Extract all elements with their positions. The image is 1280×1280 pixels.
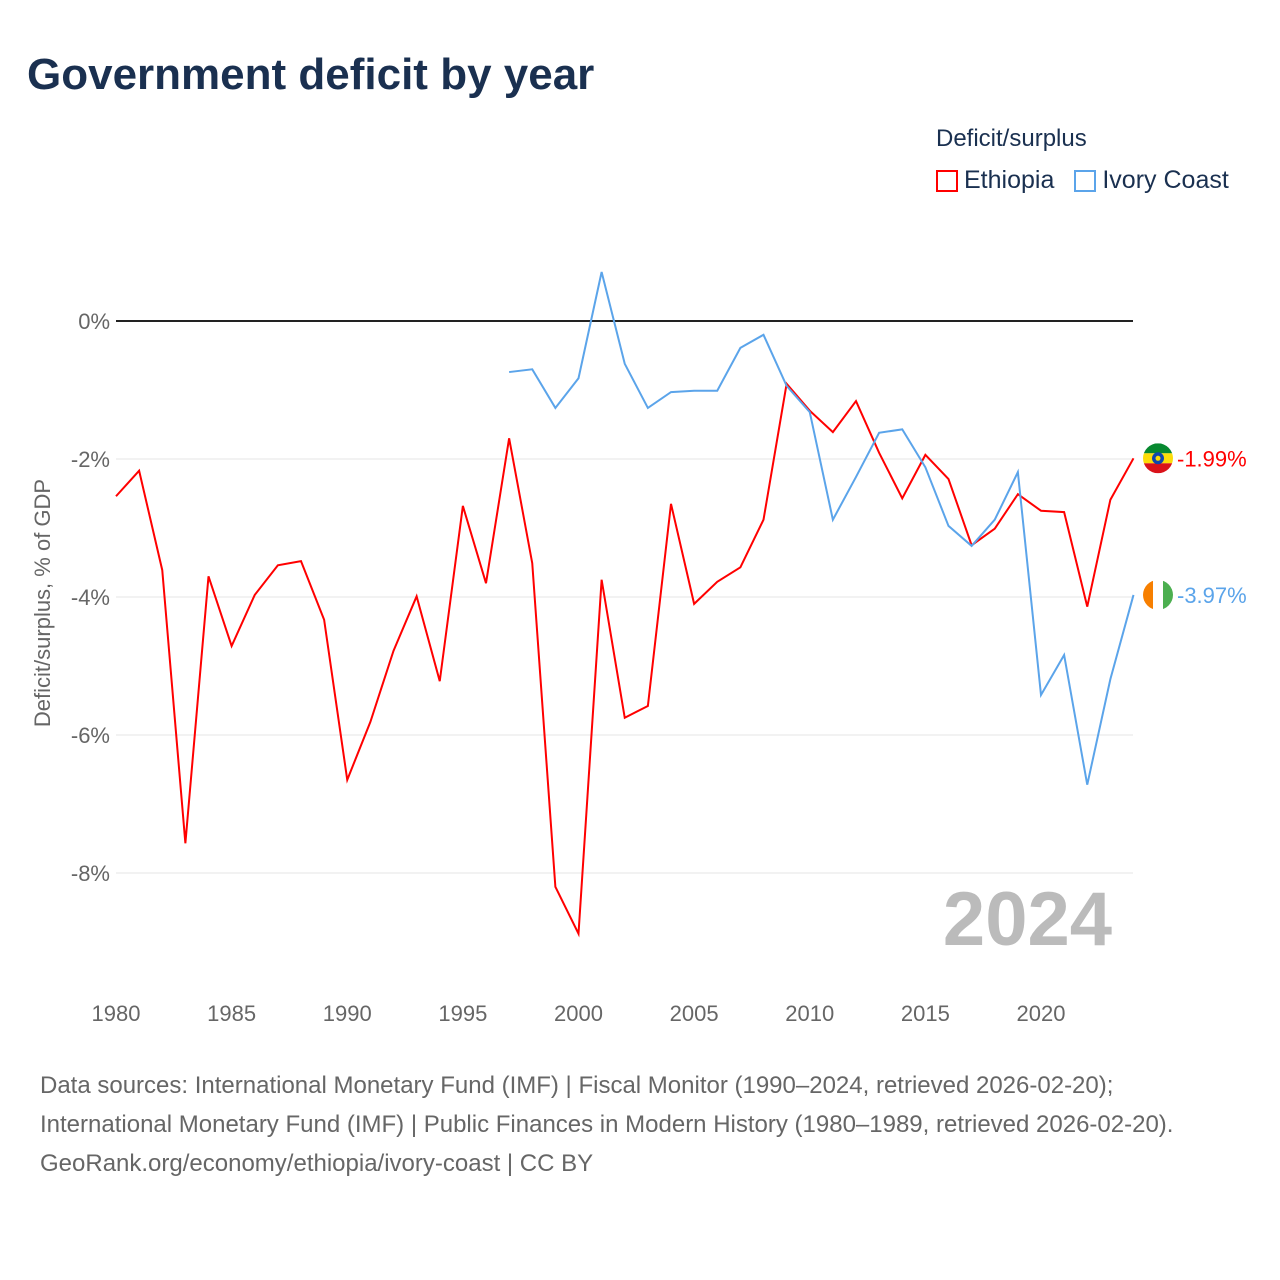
- x-tick-label: 2020: [1017, 1001, 1066, 1026]
- y-tick-label: -6%: [71, 723, 110, 748]
- x-tick-label: 1995: [438, 1001, 487, 1026]
- x-tick-label: 2000: [554, 1001, 603, 1026]
- legend-label: Ethiopia: [964, 166, 1055, 194]
- x-tick-label: 1980: [92, 1001, 141, 1026]
- legend-swatch: [1074, 169, 1097, 192]
- legend-label: Ivory Coast: [1102, 166, 1229, 194]
- y-axis-label: Deficit/surplus, % of GDP: [30, 479, 55, 727]
- x-tick-label: 2005: [670, 1001, 719, 1026]
- source-text: Data sources: International Monetary Fun…: [40, 1072, 1174, 1138]
- source-note: Data sources: International Monetary Fun…: [40, 1066, 1240, 1183]
- y-tick-label: 0%: [78, 309, 110, 334]
- y-tick-label: -8%: [71, 861, 110, 886]
- ethiopia-flag-icon: [1143, 443, 1173, 474]
- chart-title: Government deficit by year: [27, 50, 595, 99]
- legend-title: Deficit/surplus: [936, 125, 1087, 152]
- ivory-coast-flag-icon: [1143, 579, 1173, 610]
- y-tick-label: -2%: [71, 447, 110, 472]
- end-value-label: -3.97%: [1177, 583, 1247, 608]
- y-tick-label: -4%: [71, 585, 110, 610]
- x-tick-label: 1990: [323, 1001, 372, 1026]
- legend: Ethiopia Ivory Coast: [936, 166, 1229, 195]
- year-watermark: 2024: [943, 877, 1112, 962]
- legend-swatch: [936, 169, 958, 192]
- end-value-label: -1.99%: [1177, 446, 1247, 471]
- series-line-ivory-coast: [509, 271, 1135, 785]
- x-tick-label: 2015: [901, 1001, 950, 1026]
- legend-item-ivory-coast[interactable]: Ivory Coast: [1074, 166, 1229, 195]
- source-link[interactable]: GeoRank.org/economy/ethiopia/ivory-coast…: [40, 1150, 594, 1177]
- x-tick-label: 2010: [785, 1001, 834, 1026]
- series-line-ethiopia: [115, 381, 1135, 938]
- x-tick-label: 1985: [207, 1001, 256, 1026]
- legend-item-ethiopia[interactable]: Ethiopia: [936, 166, 1054, 195]
